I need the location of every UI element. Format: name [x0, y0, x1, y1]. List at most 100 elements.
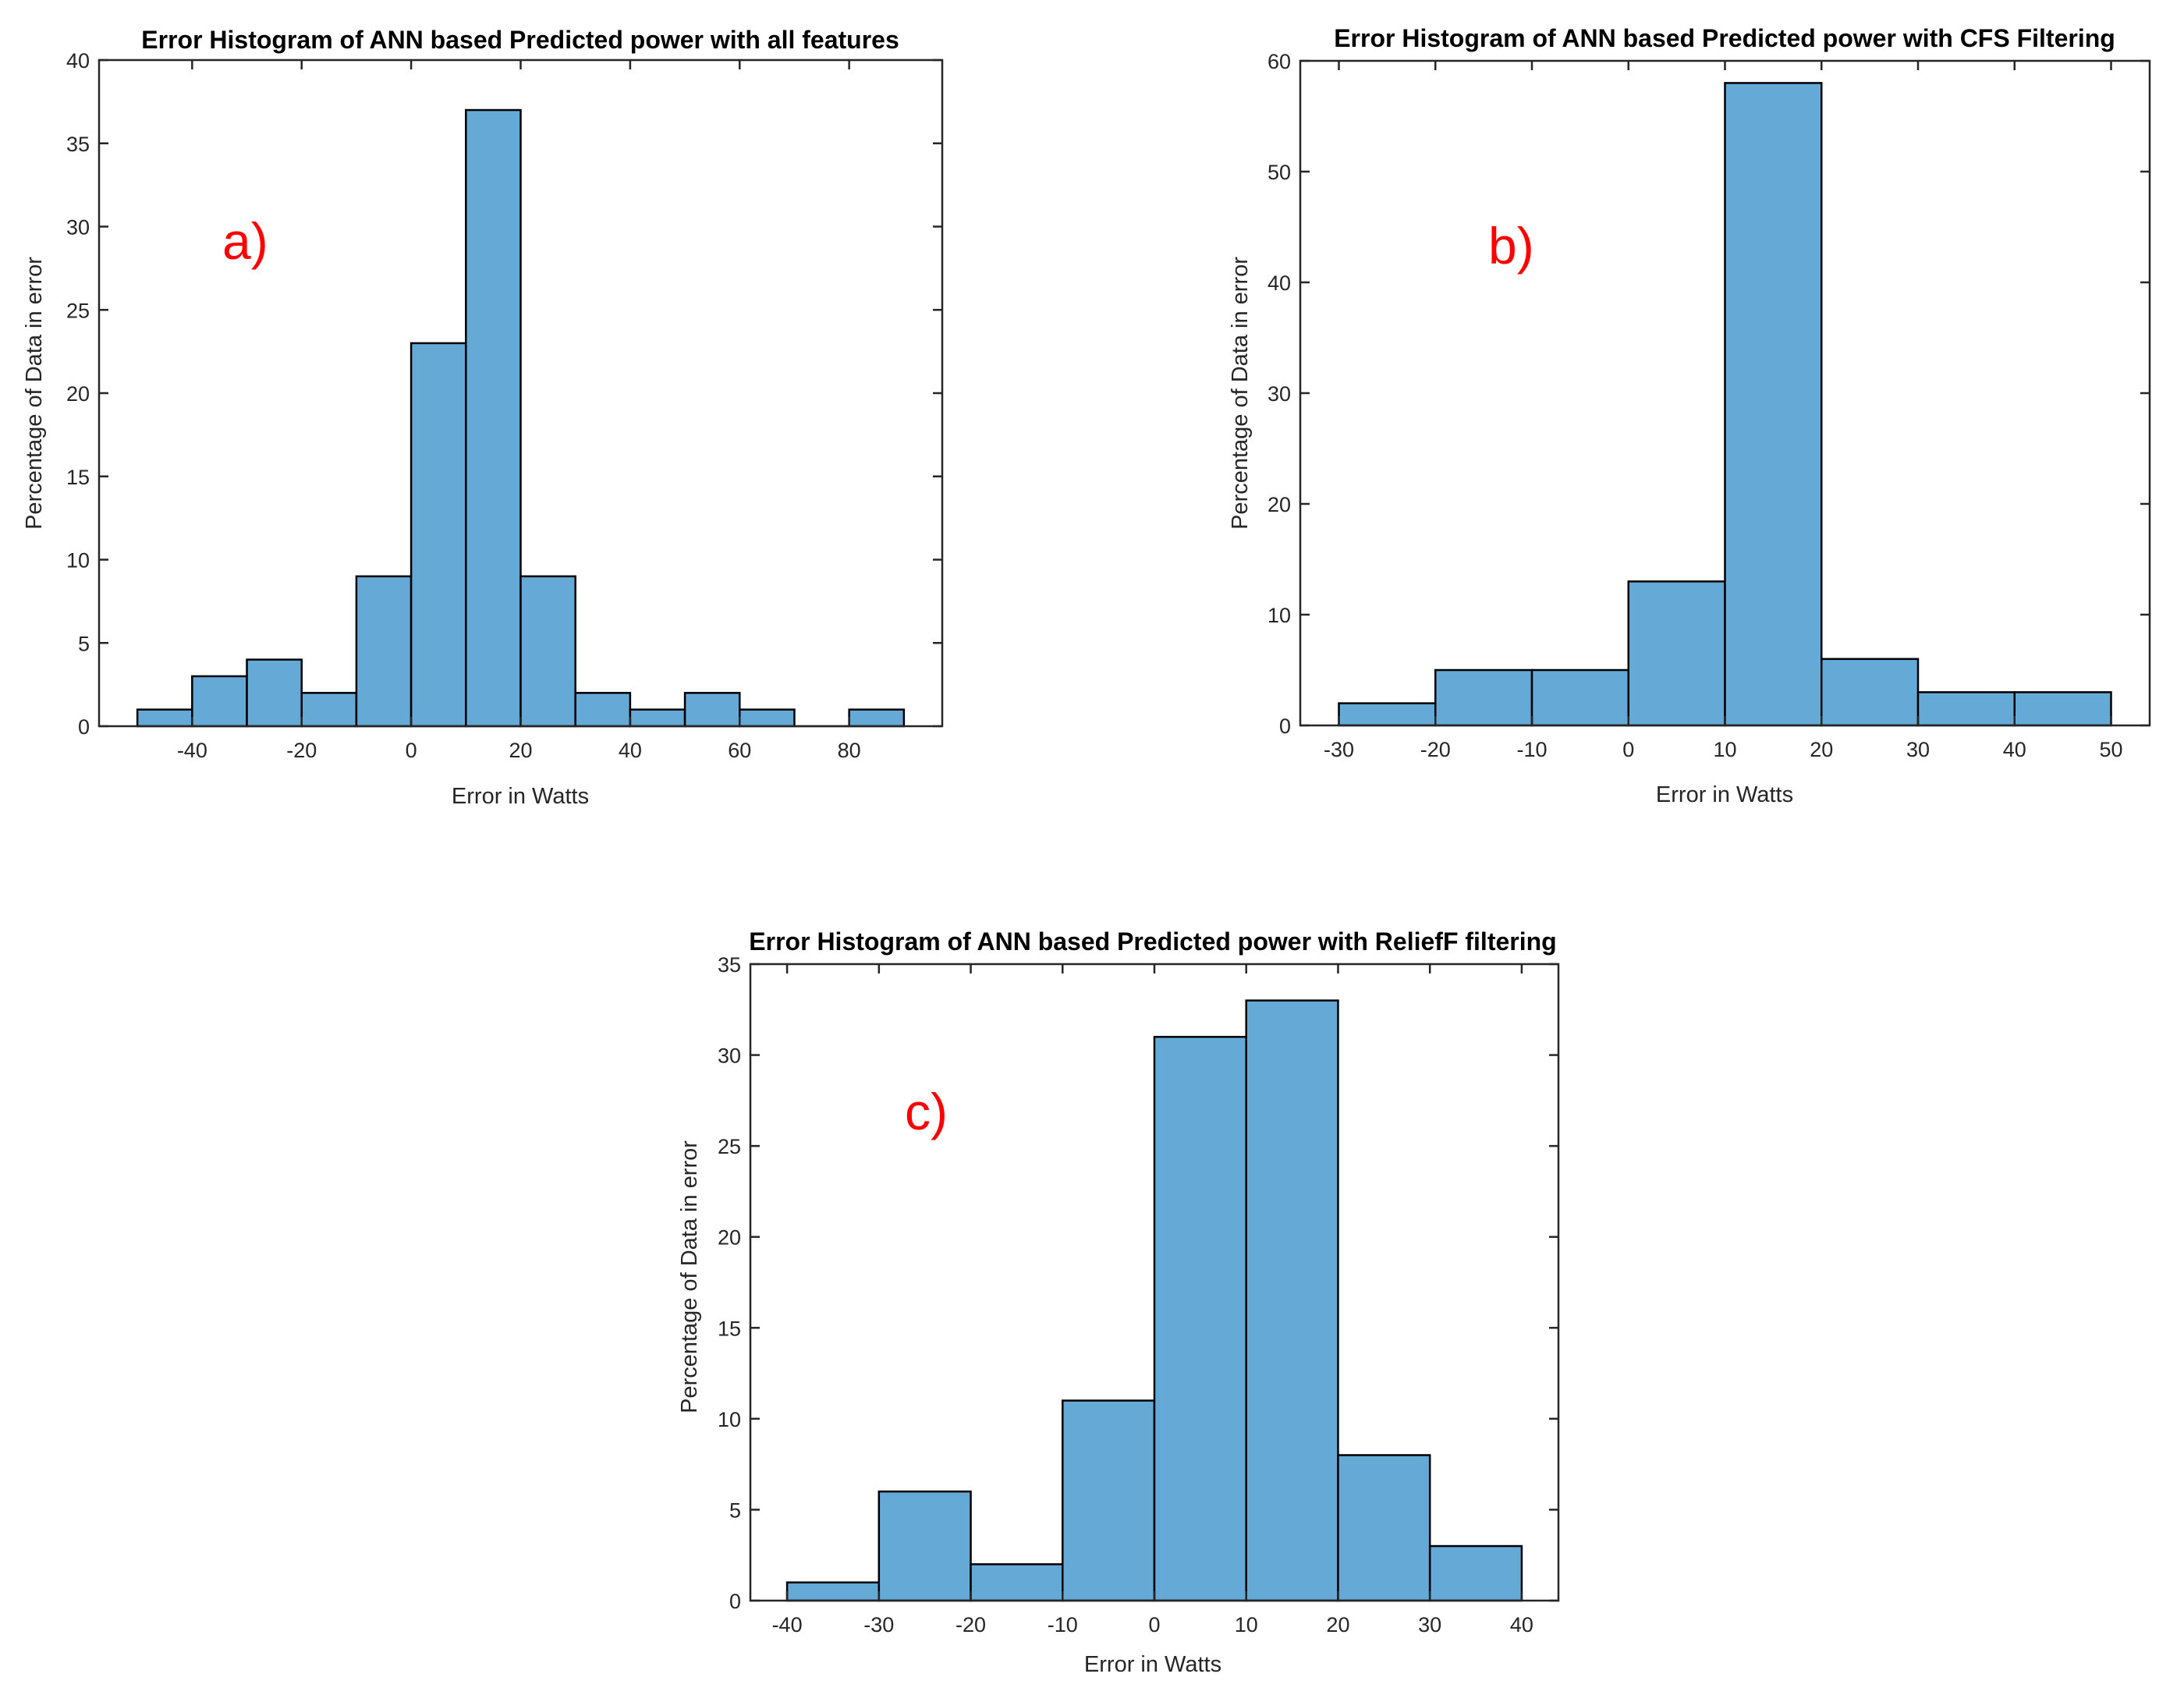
- chart-c-ytick-label: 30: [718, 1044, 741, 1068]
- chart-b: Error Histogram of ANN based Predicted p…: [1228, 24, 2151, 807]
- chart-b-xtick-label: 30: [1906, 738, 1930, 761]
- chart-c-bar: [970, 1563, 1064, 1602]
- chart-b-ytick-label: 30: [1268, 382, 1291, 406]
- chart-a-xtick-label: 40: [619, 739, 642, 762]
- chart-a-bars: [136, 108, 906, 728]
- chart-c-bar: [1337, 1454, 1431, 1602]
- chart-b-ytick-label: 20: [1268, 493, 1291, 516]
- chart-a-xlabel: Error in Watts: [452, 784, 589, 809]
- chart-c-panel-label: c): [905, 1083, 948, 1140]
- chart-a-bar: [465, 108, 522, 728]
- chart-a-bar: [629, 708, 686, 728]
- chart-c-bar: [785, 1581, 881, 1602]
- chart-c-xlabel: Error in Watts: [1084, 1652, 1221, 1677]
- chart-b-panel-label: b): [1488, 217, 1534, 275]
- chart-b-ticks: -30 -20 -10 0 10 20 30 40 50 0 10 20 30 40 50 60: [1268, 50, 2150, 761]
- chart-a-bar: [739, 708, 796, 728]
- chart-c-xtick-label: -40: [772, 1613, 803, 1636]
- chart-b-ytick-label: 50: [1268, 161, 1291, 184]
- chart-b-bar: [1434, 668, 1533, 727]
- chart-b-ytick-label: 40: [1268, 271, 1291, 295]
- chart-b-bar: [1338, 702, 1437, 727]
- chart-a-ytick-label: 5: [78, 632, 90, 655]
- chart-b-xtick-label: 10: [1713, 738, 1736, 761]
- chart-a-ytick-label: 35: [66, 133, 90, 156]
- chart-b-ytick-label: 10: [1268, 604, 1291, 627]
- chart-c-title: Error Histogram of ANN based Predicted p…: [749, 927, 1556, 956]
- chart-c-ticks: -40 -30 -20 -10 0 10 20 30 40 0 5 10 15 20 25 30 35: [718, 953, 1558, 1636]
- chart-b-xtick-label: 20: [1810, 738, 1833, 761]
- chart-c-ytick-label: 0: [729, 1590, 741, 1613]
- chart-c-xtick-label: -10: [1048, 1613, 1078, 1636]
- chart-a-ytick-label: 30: [66, 216, 90, 239]
- chart-c-bar: [878, 1490, 972, 1602]
- chart-b-xtick-label: 0: [1622, 738, 1634, 761]
- chart-a-xtick-label: -20: [286, 739, 317, 762]
- chart-a-panel-label: a): [222, 212, 268, 270]
- chart-c-ytick-label: 5: [729, 1498, 741, 1522]
- chart-b-bar: [1916, 691, 2016, 727]
- chart-a-ytick-label: 15: [66, 466, 90, 489]
- chart-a-bar: [191, 675, 248, 728]
- chart-a-ytick-label: 25: [66, 299, 90, 322]
- chart-a: Error Histogram of ANN based Predicted p…: [22, 26, 944, 809]
- chart-c-bar: [1245, 999, 1339, 1602]
- chart-b-ylabel: Percentage of Data in error: [1228, 257, 1253, 530]
- chart-b-xtick-label: 50: [2099, 738, 2122, 761]
- chart-b-xtick-label: 40: [2003, 738, 2026, 761]
- chart-b-bar: [1821, 658, 1920, 727]
- chart-a-xtick-label: 60: [728, 739, 751, 762]
- chart-a-bar: [246, 658, 303, 728]
- chart-c-ytick-label: 10: [718, 1408, 741, 1431]
- chart-b-bars: [1338, 82, 2112, 727]
- chart-a-bar: [574, 692, 632, 728]
- chart-b-xtick-label: -10: [1516, 738, 1547, 761]
- chart-b-ytick-label: 60: [1268, 50, 1291, 73]
- chart-a-xtick-label: -40: [177, 739, 207, 762]
- chart-c-xtick-label: 30: [1418, 1613, 1441, 1636]
- chart-c-ytick-label: 35: [718, 953, 741, 977]
- chart-c-xtick-label: 10: [1235, 1613, 1258, 1636]
- chart-a-bar: [300, 692, 358, 728]
- chart-c-xtick-label: -30: [863, 1613, 894, 1636]
- chart-c-xtick-label: 0: [1148, 1613, 1160, 1636]
- chart-b-bar: [1627, 580, 1726, 727]
- chart-c-xtick-label: 20: [1326, 1613, 1349, 1636]
- chart-b-title: Error Histogram of ANN based Predicted p…: [1334, 24, 2115, 52]
- chart-a-ytick-label: 40: [66, 49, 90, 73]
- chart-c-xtick-label: 40: [1510, 1613, 1533, 1636]
- chart-a-bar: [683, 692, 741, 728]
- chart-a-bar: [410, 342, 467, 728]
- chart-a-bar: [136, 708, 193, 728]
- chart-a-xtick-label: 20: [509, 739, 532, 762]
- chart-c-ylabel: Percentage of Data in error: [677, 1140, 702, 1413]
- chart-b-bar: [2013, 691, 2112, 727]
- chart-a-bar: [355, 575, 413, 728]
- chart-c-bar: [1062, 1399, 1156, 1602]
- chart-a-ytick-label: 0: [78, 715, 90, 739]
- chart-c-ytick-label: 25: [718, 1135, 741, 1158]
- chart-b-bar: [1530, 668, 1629, 727]
- chart-a-xtick-label: 80: [838, 739, 861, 762]
- chart-a-xtick-label: 0: [406, 739, 417, 762]
- chart-a-title: Error Histogram of ANN based Predicted p…: [141, 26, 899, 54]
- chart-a-bar: [848, 708, 906, 728]
- chart-c-xtick-label: -20: [956, 1613, 986, 1636]
- chart-a-ylabel: Percentage of Data in error: [22, 257, 47, 530]
- chart-c: Error Histogram of ANN based Predicted p…: [677, 927, 1560, 1677]
- chart-c-bars: [785, 999, 1523, 1602]
- chart-b-xtick-label: -30: [1324, 738, 1354, 761]
- chart-b-ytick-label: 0: [1279, 715, 1291, 738]
- chart-c-ytick-label: 20: [718, 1226, 741, 1250]
- chart-a-ticks: -40 -20 0 20 40 60 80 0 5 10 15 20 25 30 35 40: [66, 49, 942, 762]
- chart-c-bar: [1153, 1036, 1247, 1602]
- chart-a-ytick-label: 10: [66, 549, 90, 573]
- chart-c-ytick-label: 15: [718, 1317, 741, 1340]
- chart-b-xlabel: Error in Watts: [1656, 782, 1793, 807]
- chart-a-bar: [519, 575, 576, 728]
- chart-b-bar: [1724, 82, 1823, 727]
- chart-a-ytick-label: 20: [66, 382, 90, 406]
- chart-b-xtick-label: -20: [1420, 738, 1451, 761]
- chart-c-bar: [1428, 1544, 1523, 1602]
